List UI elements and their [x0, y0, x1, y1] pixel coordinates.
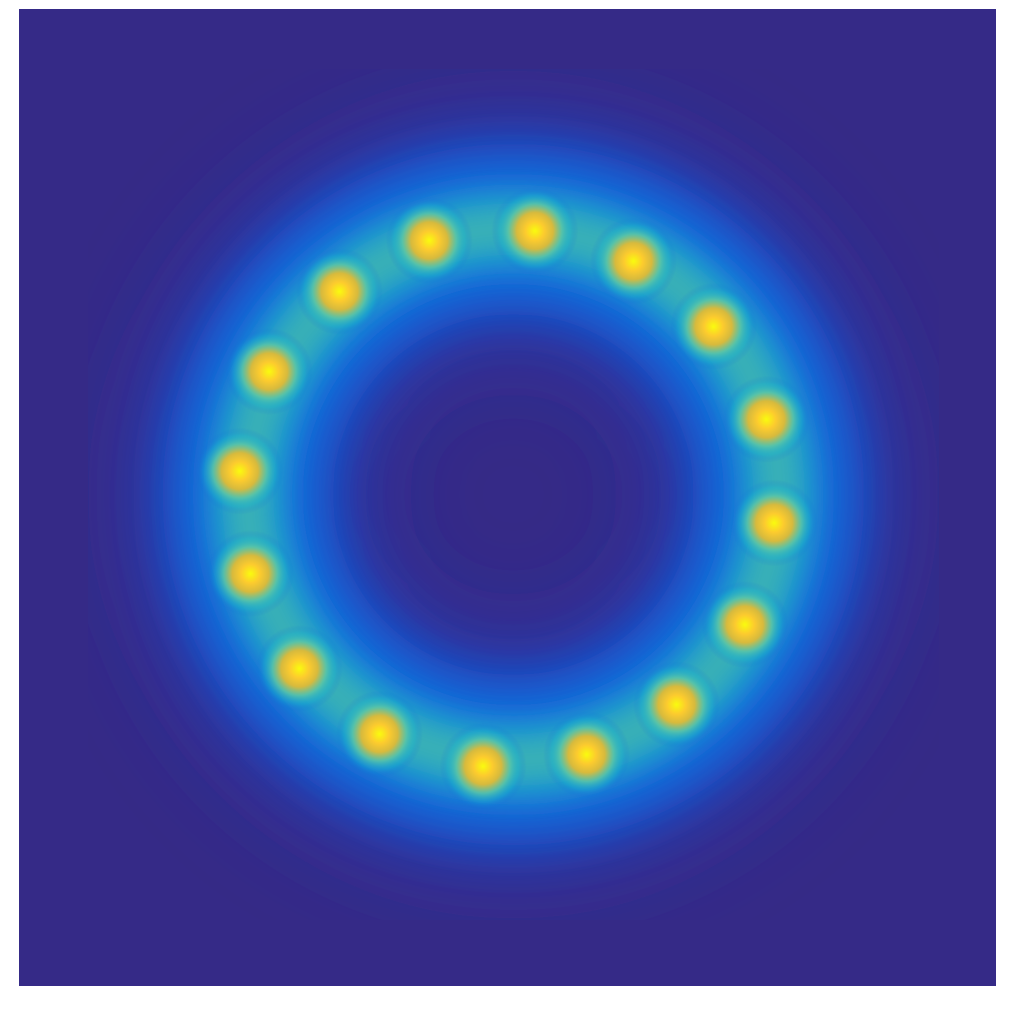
heatmap-spot-1: [491, 187, 579, 275]
heatmap-spot-2: [590, 217, 677, 305]
heatmap-spot-11: [255, 625, 343, 712]
heatmap-spot-16: [385, 197, 473, 284]
heatmap-spot-6: [701, 581, 789, 668]
heatmap-spot-14: [225, 328, 313, 415]
heatmap-spot-5: [730, 479, 818, 567]
heatmap-spot-12: [207, 530, 294, 618]
heatmap-spot-13: [196, 427, 284, 515]
ring-spots: [196, 187, 818, 810]
heatmap-spot-8: [543, 711, 631, 798]
heatmap-spot-10: [336, 690, 423, 778]
heatmap-spot-4: [722, 375, 810, 463]
heatmap-spot-3: [670, 283, 758, 370]
heatmap-spot-15: [296, 247, 383, 335]
heatmap-canvas: [19, 9, 996, 986]
heatmap-spot-7: [633, 661, 720, 749]
heatmap-plot: [19, 9, 996, 986]
heatmap-spot-9: [439, 722, 527, 810]
